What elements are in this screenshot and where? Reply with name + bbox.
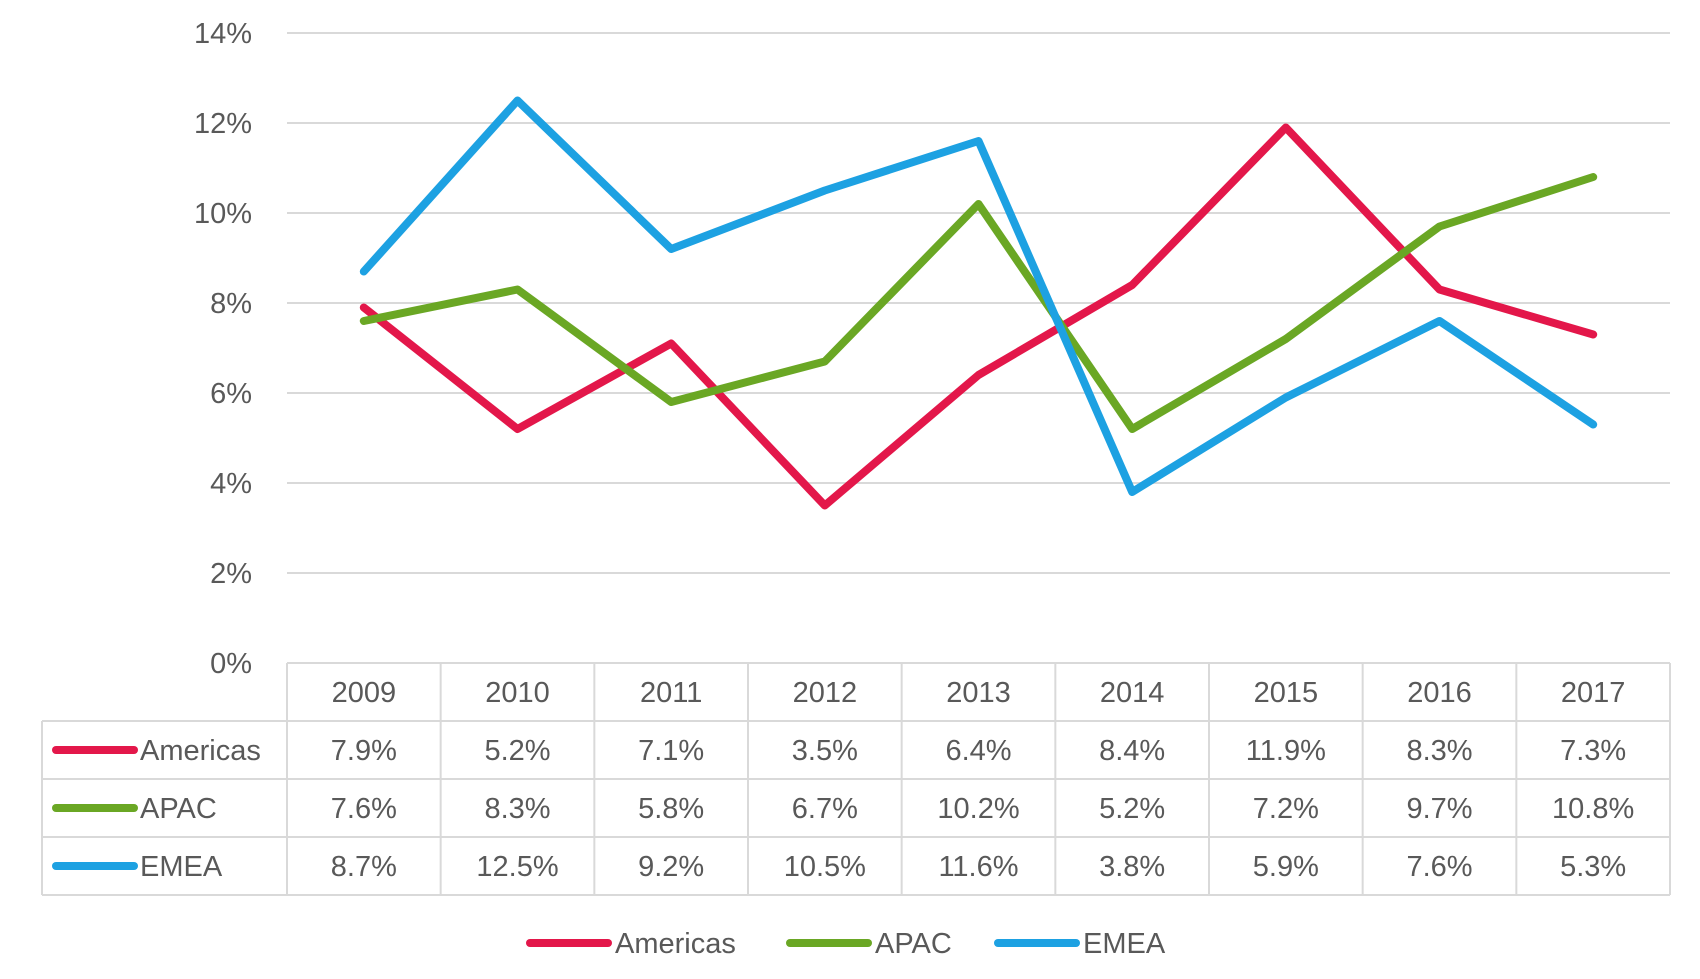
table-cell-value: 7.3%	[1560, 735, 1626, 767]
table-cell-value: 10.2%	[937, 793, 1019, 825]
legend: Americas APAC EMEA	[526, 928, 1166, 960]
y-tick-label: 8%	[210, 288, 252, 320]
table-cell-value: 11.9%	[1246, 735, 1326, 767]
legend-label: EMEA	[1083, 928, 1166, 960]
table-series-name: EMEA	[140, 851, 223, 883]
category-label: 2015	[1254, 677, 1319, 709]
category-label: 2013	[946, 677, 1011, 709]
y-tick-label: 2%	[210, 558, 252, 590]
table-series-name: APAC	[140, 793, 217, 825]
table-cell-value: 3.5%	[792, 735, 858, 767]
category-label: 2014	[1100, 677, 1165, 709]
y-tick-label: 0%	[210, 648, 252, 680]
table-cell-value: 5.2%	[1099, 793, 1165, 825]
table-cell-value: 5.9%	[1253, 851, 1319, 883]
table-cell-value: 6.7%	[792, 793, 858, 825]
y-tick-label: 10%	[194, 198, 252, 230]
category-label: 2017	[1561, 677, 1626, 709]
series-line-apac	[359, 173, 1598, 433]
category-label: 2009	[332, 677, 397, 709]
table-cell-value: 10.8%	[1552, 793, 1634, 825]
legend-label: Americas	[615, 928, 736, 960]
table-cell-value: 7.9%	[331, 735, 397, 767]
table-cell-value: 7.2%	[1253, 793, 1319, 825]
category-label: 2012	[793, 677, 858, 709]
table-cell-value: 12.5%	[476, 851, 558, 883]
table-cell-value: 8.7%	[331, 851, 397, 883]
table-cell-value: 5.3%	[1560, 851, 1626, 883]
table-cell-value: 8.4%	[1099, 735, 1165, 767]
category-label: 2016	[1407, 677, 1472, 709]
table-cell-value: 10.5%	[784, 851, 866, 883]
table-series-name: Americas	[140, 735, 261, 767]
table-cell-value: 3.8%	[1099, 851, 1165, 883]
category-label: 2010	[485, 677, 550, 709]
legend-label: APAC	[875, 928, 952, 960]
table-cell-value: 5.8%	[638, 793, 704, 825]
y-tick-label: 12%	[194, 108, 252, 140]
table-cell-value: 6.4%	[945, 735, 1011, 767]
category-label: 2011	[640, 677, 702, 709]
table-cell-value: 7.1%	[638, 735, 704, 767]
table-cell-value: 7.6%	[331, 793, 397, 825]
table-cell-value: 5.2%	[484, 735, 550, 767]
table-cell-value: 9.2%	[638, 851, 704, 883]
series-lines	[359, 96, 1598, 510]
table-cell-value: 9.7%	[1406, 793, 1472, 825]
series-line-americas	[359, 123, 1598, 510]
table-cell-value: 11.6%	[938, 851, 1018, 883]
y-tick-label: 4%	[210, 468, 252, 500]
table-cell-value: 8.3%	[1406, 735, 1472, 767]
series-line-emea	[359, 96, 1598, 496]
table-cell-value: 8.3%	[484, 793, 550, 825]
y-tick-label: 6%	[210, 378, 252, 410]
y-tick-label: 14%	[194, 18, 252, 50]
y-axis-tick-labels: 0% 2% 4% 6% 8% 10% 12% 14%	[194, 18, 252, 680]
table-cell-value: 7.6%	[1406, 851, 1472, 883]
gridlines	[287, 32, 1670, 574]
data-table: 2009 2010 2011 2012 2013 2014 2015 2016 2017 Amer…	[41, 662, 1671, 896]
